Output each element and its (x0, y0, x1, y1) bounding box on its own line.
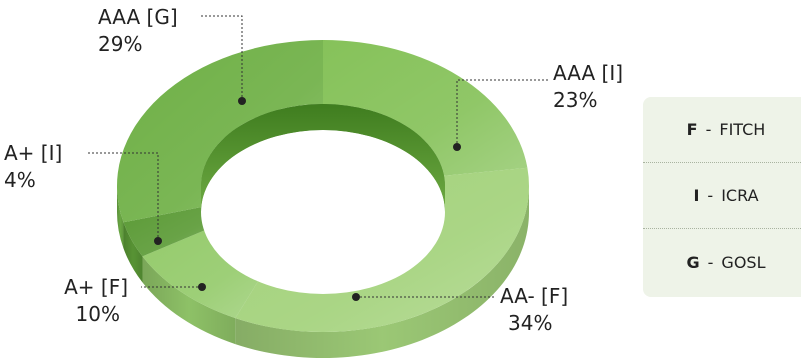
slice-value: 29% (98, 32, 142, 56)
legend-code: G (686, 252, 700, 272)
leader-line (87, 152, 159, 241)
slice-gloss (323, 40, 528, 176)
slice-side-shade (117, 186, 124, 249)
slice-label: AA- [F] (500, 284, 568, 308)
slice-label: A+ [I] (4, 141, 62, 165)
donut-inner-wall-top (201, 104, 445, 212)
leader-dot (238, 97, 246, 105)
slice-side-shade (142, 256, 236, 345)
slice-value: 10% (76, 302, 120, 326)
legend-separator: - (707, 186, 714, 205)
legend-separator: - (705, 120, 712, 139)
slice-gloss (116, 40, 323, 223)
legend-code: F (686, 120, 698, 139)
legend-item-gosl: G - GOSL (643, 229, 801, 295)
legend-name: FITCH (719, 120, 766, 139)
leader-dot (154, 237, 162, 245)
legend-separator: - (707, 252, 714, 272)
legend-code: I (693, 186, 700, 205)
legend-panel: F - FITCH I - ICRA G - GOSL (643, 97, 801, 297)
leader-line (199, 15, 243, 101)
slice-value: 23% (553, 88, 597, 112)
slice-value: 4% (4, 168, 36, 192)
leader-dot (453, 143, 461, 151)
slice-gloss (123, 206, 217, 257)
legend-item-icra: I - ICRA (643, 163, 801, 229)
leader-dot (198, 283, 206, 291)
slice-label: A+ [F] (64, 275, 128, 299)
slice-label: AAA [I] (553, 61, 623, 85)
slice-side-shade (123, 222, 143, 283)
slice-label: AAA [G] (98, 5, 178, 29)
donut-hole (201, 130, 445, 294)
slice-value: 34% (508, 311, 552, 335)
legend-name: ICRA (721, 186, 759, 205)
slice-side-shade (235, 186, 529, 358)
legend-item-fitch: F - FITCH (643, 97, 801, 163)
leader-dot (352, 293, 360, 301)
legend-name: GOSL (721, 252, 766, 272)
